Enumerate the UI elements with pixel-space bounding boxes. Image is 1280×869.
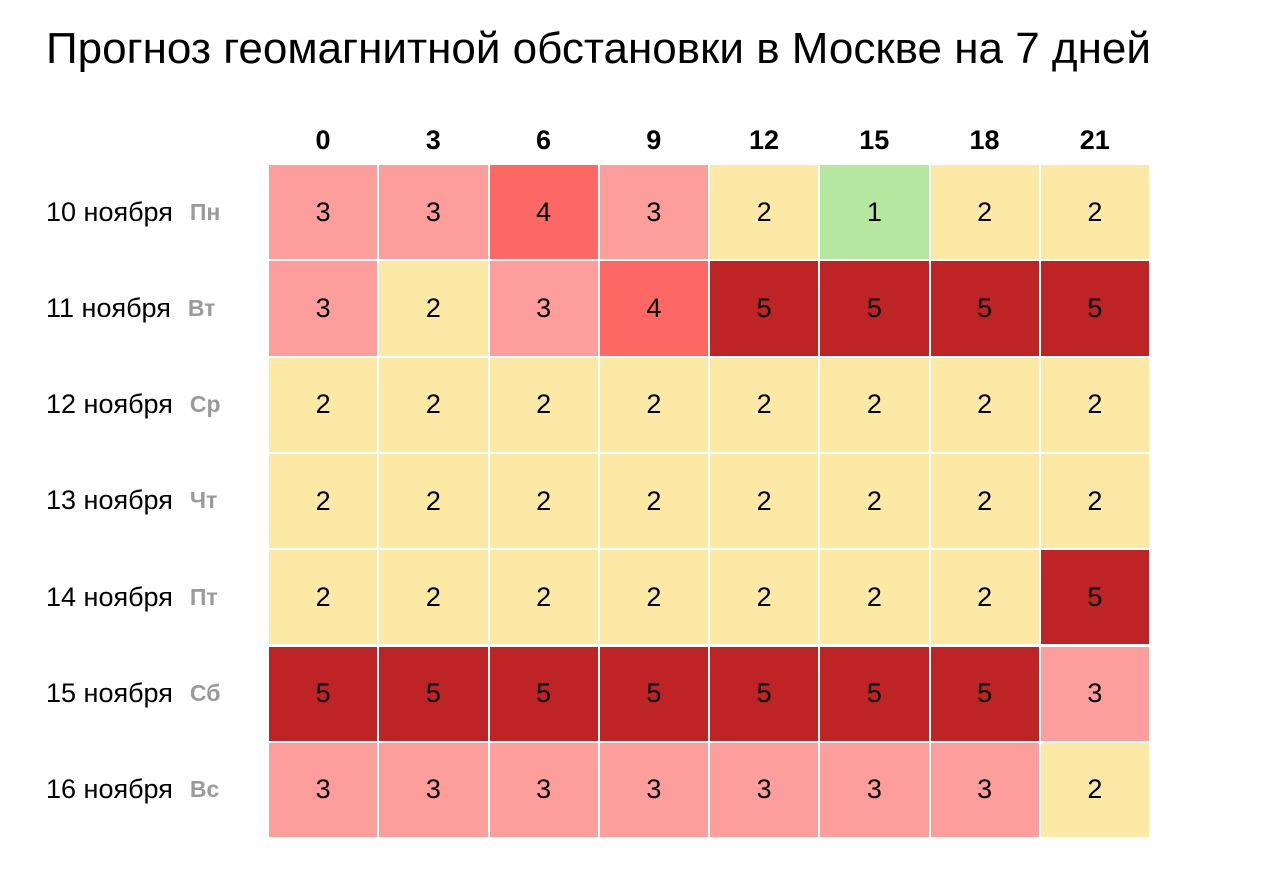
heatmap-cell: 5 bbox=[1039, 549, 1150, 646]
heatmap-cell: 2 bbox=[268, 452, 379, 550]
hour-label: 9 bbox=[646, 125, 662, 155]
heatmap-cell: 5 bbox=[709, 260, 820, 357]
heatmap-cell: 2 bbox=[819, 452, 930, 550]
heatmap-cell: 5 bbox=[929, 645, 1040, 742]
hour-header: 0 3 6 9 12 15 18 21 bbox=[268, 118, 1150, 162]
heatmap-cell: 2 bbox=[929, 356, 1040, 453]
heatmap-cell: 3 bbox=[488, 741, 599, 839]
row-label: 13 ноября Чт bbox=[46, 453, 217, 549]
heatmap-cell: 4 bbox=[598, 260, 709, 357]
heatmap-cell: 2 bbox=[819, 549, 930, 646]
weekday-label: Пт bbox=[189, 583, 218, 610]
row-label: 14 ноября Пт bbox=[46, 549, 218, 645]
heatmap-cell: 5 bbox=[488, 645, 599, 742]
heatmap-cell: 3 bbox=[488, 260, 599, 357]
heatmap-cell: 2 bbox=[598, 549, 709, 646]
heatmap-cell: 5 bbox=[929, 260, 1040, 357]
weekday-label: Вт bbox=[187, 294, 216, 321]
heatmap-cell: 1 bbox=[819, 164, 930, 261]
date-label: 15 ноября bbox=[46, 678, 173, 708]
heatmap-cell: 5 bbox=[819, 260, 930, 357]
date-label: 16 ноября bbox=[46, 774, 173, 805]
heatmap-cell: 2 bbox=[819, 356, 930, 453]
date-label: 14 ноября bbox=[46, 581, 173, 612]
heatmap-cell: 2 bbox=[709, 356, 820, 453]
heatmap-cell: 5 bbox=[598, 645, 709, 742]
heatmap-cell: 2 bbox=[929, 549, 1040, 646]
heatmap-cell: 2 bbox=[709, 452, 820, 550]
heatmap-cell: 3 bbox=[268, 164, 379, 261]
hour-label: 18 bbox=[969, 125, 1000, 155]
heatmap-cell: 5 bbox=[268, 645, 379, 742]
heatmap-cell: 2 bbox=[709, 164, 820, 261]
hour-label: 15 bbox=[859, 125, 890, 155]
heatmap-cell: 3 bbox=[598, 741, 709, 839]
heatmap-cell: 3 bbox=[1039, 645, 1150, 742]
heatmap-cell: 3 bbox=[268, 741, 379, 839]
row-label: 16 ноября Вс bbox=[46, 742, 219, 838]
heatmap-cell: 2 bbox=[378, 549, 489, 646]
heatmap-cell: 3 bbox=[378, 164, 489, 261]
heatmap-cell: 2 bbox=[268, 356, 379, 453]
heatmap-cell: 2 bbox=[929, 164, 1040, 261]
heatmap-cell: 2 bbox=[378, 356, 489, 453]
heatmap-cell: 3 bbox=[709, 741, 820, 839]
heatmap-cell: 2 bbox=[488, 356, 599, 453]
heatmap-cell: 5 bbox=[709, 645, 820, 742]
hour-label: 0 bbox=[315, 125, 331, 155]
weekday-label: Чт bbox=[189, 487, 218, 514]
row-label: 11 ноября Вт bbox=[46, 260, 215, 356]
weekday-label: Пн bbox=[189, 198, 221, 225]
date-label: 11 ноября bbox=[46, 292, 171, 323]
heatmap-cell: 2 bbox=[268, 549, 379, 646]
hour-label: 3 bbox=[425, 125, 441, 155]
row-label: 15 ноября Сб bbox=[46, 646, 220, 742]
hour-label: 21 bbox=[1079, 125, 1110, 155]
date-label: 12 ноября bbox=[46, 389, 173, 420]
row-label: 12 ноября Ср bbox=[46, 357, 221, 453]
heatmap-cell: 5 bbox=[1039, 260, 1150, 357]
heatmap-cell: 2 bbox=[1039, 452, 1150, 550]
heatmap-cell: 2 bbox=[709, 549, 820, 646]
heatmap-cell: 2 bbox=[1039, 741, 1150, 839]
heatmap-cell: 2 bbox=[598, 452, 709, 550]
date-label: 13 ноября bbox=[46, 485, 173, 516]
hour-label: 6 bbox=[535, 125, 552, 155]
heatmap-cell: 2 bbox=[378, 452, 489, 550]
heatmap-cell: 3 bbox=[819, 741, 930, 839]
weekday-label: Сб bbox=[189, 680, 221, 706]
heatmap-cell: 2 bbox=[598, 356, 709, 453]
chart-title: Прогноз геомагнитной обстановки в Москве… bbox=[46, 24, 1151, 73]
heatmap-cell: 3 bbox=[929, 741, 1040, 839]
heatmap-cell: 5 bbox=[378, 645, 489, 742]
hour-label: 12 bbox=[748, 125, 780, 155]
heatmap-cell: 3 bbox=[598, 164, 709, 261]
heatmap-cell: 2 bbox=[1039, 164, 1150, 261]
heatmap-cell: 2 bbox=[488, 549, 599, 646]
heatmap-cell: 2 bbox=[488, 452, 599, 550]
weekday-label: Ср bbox=[189, 391, 221, 418]
heatmap-cell: 4 bbox=[488, 164, 599, 261]
heatmap-cell: 3 bbox=[268, 260, 379, 357]
weekday-label: Вс bbox=[189, 776, 220, 803]
heatmap-cell: 2 bbox=[929, 452, 1040, 550]
date-label: 10 ноября bbox=[46, 196, 173, 227]
heatmap-cell: 2 bbox=[378, 260, 489, 357]
row-label: 10 ноября Пн bbox=[46, 164, 220, 260]
heatmap-cell: 2 bbox=[1039, 356, 1150, 453]
heatmap-cell: 5 bbox=[819, 645, 930, 742]
heatmap-cell: 3 bbox=[378, 741, 489, 839]
